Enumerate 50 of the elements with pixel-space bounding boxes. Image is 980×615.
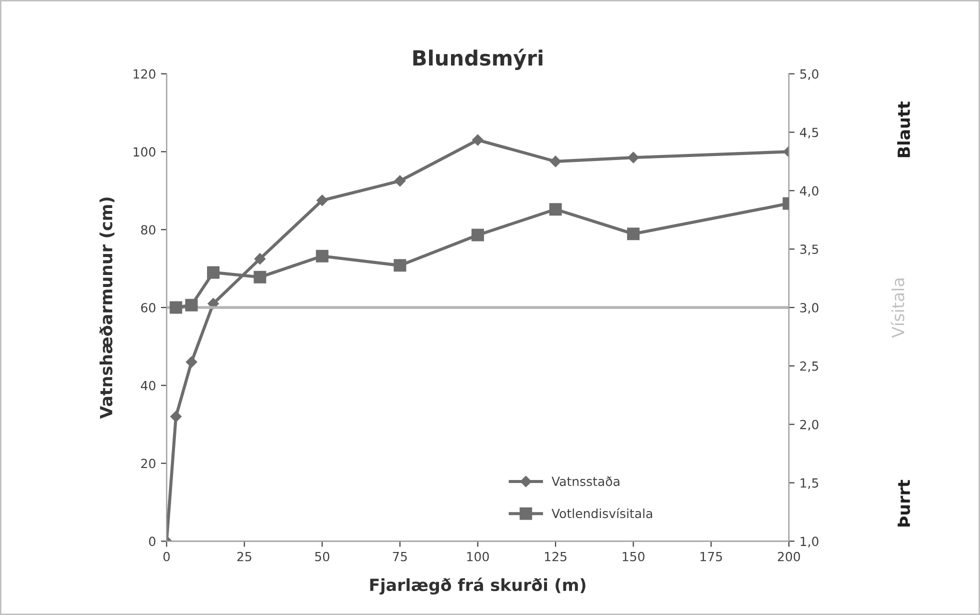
text: Þurrt bbox=[898, 480, 910, 527]
point bbox=[472, 134, 484, 146]
x-tick-label: 25 bbox=[237, 552, 252, 562]
point bbox=[170, 410, 182, 422]
y2-tick-label: 2,0 bbox=[800, 420, 818, 431]
x-tick-label: 125 bbox=[544, 552, 566, 562]
point bbox=[472, 228, 484, 242]
y2-tick-label: 3,5 bbox=[800, 244, 818, 256]
y2-tick-label: 1,0 bbox=[800, 536, 818, 548]
y2-tick-label: 4,0 bbox=[800, 186, 818, 197]
x-tick-label: 75 bbox=[393, 552, 407, 562]
point bbox=[628, 152, 639, 164]
point bbox=[627, 228, 640, 240]
x-tick-label: 175 bbox=[700, 552, 722, 562]
y-tick-label: 80 bbox=[141, 225, 156, 235]
y-tick-label: 0 bbox=[149, 536, 156, 546]
x-tick-label: 50 bbox=[315, 552, 330, 562]
point bbox=[549, 203, 562, 216]
y2-tick-label: 1,5 bbox=[800, 478, 818, 489]
point bbox=[550, 156, 562, 168]
chart-title: Blundsmýri bbox=[413, 48, 542, 70]
y-axis-title: Vatnshæðarmunur (cm) bbox=[100, 198, 114, 419]
y-tick-label: 20 bbox=[141, 458, 156, 468]
y-tick-label: 60 bbox=[141, 302, 156, 312]
point bbox=[394, 259, 406, 272]
legend-label: Votlendisvísitala bbox=[552, 508, 652, 518]
point bbox=[207, 266, 220, 279]
y2-axis-title: Vísitala bbox=[890, 278, 904, 338]
point bbox=[316, 194, 328, 206]
y2-tick-label: 4,5 bbox=[800, 128, 818, 138]
point bbox=[254, 270, 266, 284]
x-tick-label: 100 bbox=[467, 552, 489, 562]
point bbox=[170, 301, 182, 314]
point bbox=[186, 356, 198, 368]
point bbox=[185, 298, 198, 312]
y-tick-label: 40 bbox=[140, 380, 156, 390]
y-tick-label: 120 bbox=[134, 69, 156, 79]
x-axis-title: Fjarlægð frá skurði (m) bbox=[370, 578, 586, 595]
y-tick-label: 100 bbox=[134, 147, 156, 157]
x-tick-label: 150 bbox=[622, 552, 644, 562]
y2-tick-label: 2,5 bbox=[800, 361, 818, 372]
point bbox=[316, 250, 328, 262]
text: Blautt bbox=[897, 102, 910, 158]
y2-tick-label: 5,0 bbox=[800, 69, 818, 80]
point bbox=[254, 253, 266, 264]
legend-label: Vatnsstaða bbox=[552, 476, 620, 486]
x-tick-label: 200 bbox=[778, 552, 800, 562]
x-tick-label: 0 bbox=[163, 552, 170, 562]
y2-tick-label: 3,0 bbox=[800, 302, 818, 314]
point bbox=[394, 175, 406, 187]
